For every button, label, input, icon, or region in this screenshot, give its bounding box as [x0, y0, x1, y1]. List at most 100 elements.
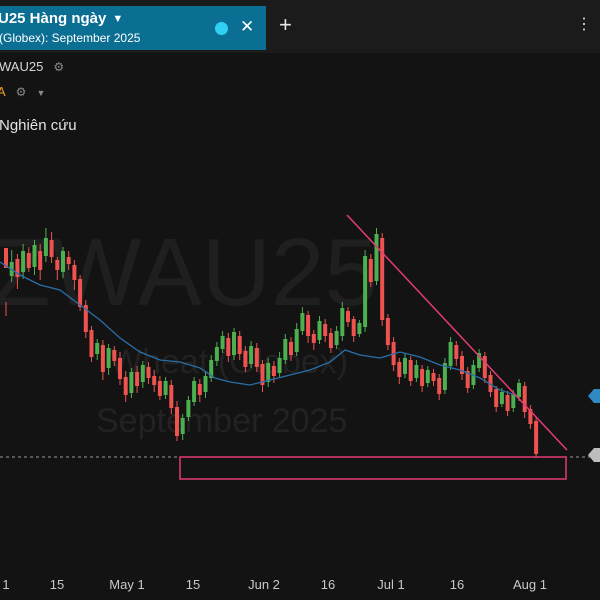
candle-down — [346, 311, 350, 322]
candle-up — [363, 256, 368, 327]
x-tick-label: 16 — [321, 577, 335, 592]
candle-down — [408, 360, 413, 381]
candle-down — [89, 330, 94, 357]
candle-up — [477, 353, 482, 368]
candle-up — [203, 376, 208, 392]
tab-title: U25 Hàng ngày ▼ — [0, 10, 123, 27]
candle-up — [448, 342, 453, 366]
candle-down — [465, 371, 470, 388]
candle-down — [380, 238, 385, 320]
more-vert-icon[interactable]: ⋮ — [576, 16, 592, 33]
candle-down — [482, 356, 487, 378]
candle-up — [140, 365, 145, 382]
candle-down — [78, 279, 83, 307]
candle-up — [214, 347, 219, 361]
candle-down — [368, 259, 373, 282]
candle-up — [517, 383, 521, 397]
candle-down — [175, 407, 179, 436]
candle-down — [306, 315, 311, 336]
tab-title-text: U25 Hàng ngày — [0, 10, 107, 27]
watermark-symbol: ZWAU25 — [0, 219, 378, 326]
candle-down — [420, 369, 425, 386]
candle-up — [106, 348, 111, 368]
candle-up — [340, 308, 345, 336]
x-tick-label: 15 — [50, 577, 64, 592]
candle-up — [374, 234, 379, 281]
candle-down — [243, 351, 248, 367]
candle-down — [26, 253, 31, 268]
candle-up — [129, 372, 134, 393]
candle-down — [311, 334, 316, 343]
candle-down — [197, 384, 202, 395]
candle-up — [414, 365, 419, 378]
candle-down — [522, 386, 527, 412]
symbol-legend[interactable]: WAU25 ⚙ — [0, 59, 64, 74]
candle-up — [317, 321, 322, 340]
candle-down — [460, 356, 464, 374]
candle-down — [254, 348, 259, 367]
candle-up — [403, 358, 407, 374]
candle-down — [66, 257, 71, 264]
candle-down — [494, 389, 499, 407]
gear-icon[interactable]: ⚙ — [53, 60, 65, 74]
candle-down — [237, 336, 242, 354]
indicator-label: A — [0, 84, 6, 99]
candle-up — [425, 370, 430, 383]
indicator-legend[interactable]: A ⚙ ▼ — [0, 84, 45, 99]
x-axis: 1 15 May 1 15 Jun 2 16 Jul 1 16 Aug 1 — [2, 577, 547, 592]
x-tick-label: Jun 2 — [248, 577, 280, 592]
gear-icon[interactable]: ⚙ — [15, 85, 27, 99]
candle-up — [442, 363, 447, 390]
x-tick-label: 1 — [2, 577, 9, 592]
x-tick-label: May 1 — [109, 577, 144, 592]
x-tick-label: 16 — [450, 577, 464, 592]
top-toolbar: U25 Hàng ngày ▼ (Globex): September 2025 … — [0, 0, 600, 53]
candle-down — [152, 376, 157, 385]
status-dot-icon — [215, 22, 228, 35]
candle-down — [169, 385, 174, 408]
candle-up — [266, 363, 271, 382]
candle-down — [351, 319, 356, 336]
support-box[interactable] — [179, 456, 567, 480]
candle-up — [283, 339, 288, 360]
x-tick-label: Jul 1 — [377, 577, 404, 592]
close-icon[interactable]: ✕ — [240, 17, 255, 36]
candle-down — [534, 421, 539, 454]
candle-down — [4, 248, 8, 268]
chevron-down-icon[interactable]: ▼ — [36, 88, 46, 98]
candle-up — [163, 381, 168, 395]
price-markers — [588, 389, 600, 462]
candle-up — [511, 394, 516, 408]
research-label[interactable]: Nghiên cứu — [0, 117, 77, 134]
candle-down — [260, 364, 265, 385]
candle-down — [385, 318, 390, 345]
symbol-label: WAU25 — [0, 59, 44, 74]
candle-down — [123, 377, 128, 395]
chart-tab[interactable]: U25 Hàng ngày ▼ (Globex): September 2025 … — [0, 6, 266, 50]
trend-line[interactable] — [346, 214, 568, 451]
candle-up — [95, 343, 100, 354]
candle-down — [100, 345, 105, 372]
candle-down — [135, 372, 140, 386]
candle-down — [146, 367, 151, 378]
candle-up — [277, 358, 282, 373]
candle-down — [397, 362, 402, 377]
x-tick-label: Aug 1 — [513, 577, 547, 592]
candle-down — [505, 395, 510, 411]
candle-down — [323, 324, 328, 336]
chevron-down-icon[interactable]: ▼ — [112, 13, 124, 25]
candle-up — [186, 400, 191, 417]
candle-up — [300, 313, 305, 331]
candle-up — [180, 418, 185, 434]
candle-down — [454, 345, 459, 359]
candle-up — [21, 251, 26, 272]
candle-down — [271, 366, 276, 376]
candle-up — [220, 336, 225, 349]
candle-up — [209, 360, 214, 378]
price-marker-current — [588, 389, 600, 403]
candle-up — [43, 238, 48, 256]
candle-down — [437, 378, 442, 394]
add-tab-icon[interactable]: + — [279, 12, 292, 37]
candle-up — [192, 381, 197, 402]
